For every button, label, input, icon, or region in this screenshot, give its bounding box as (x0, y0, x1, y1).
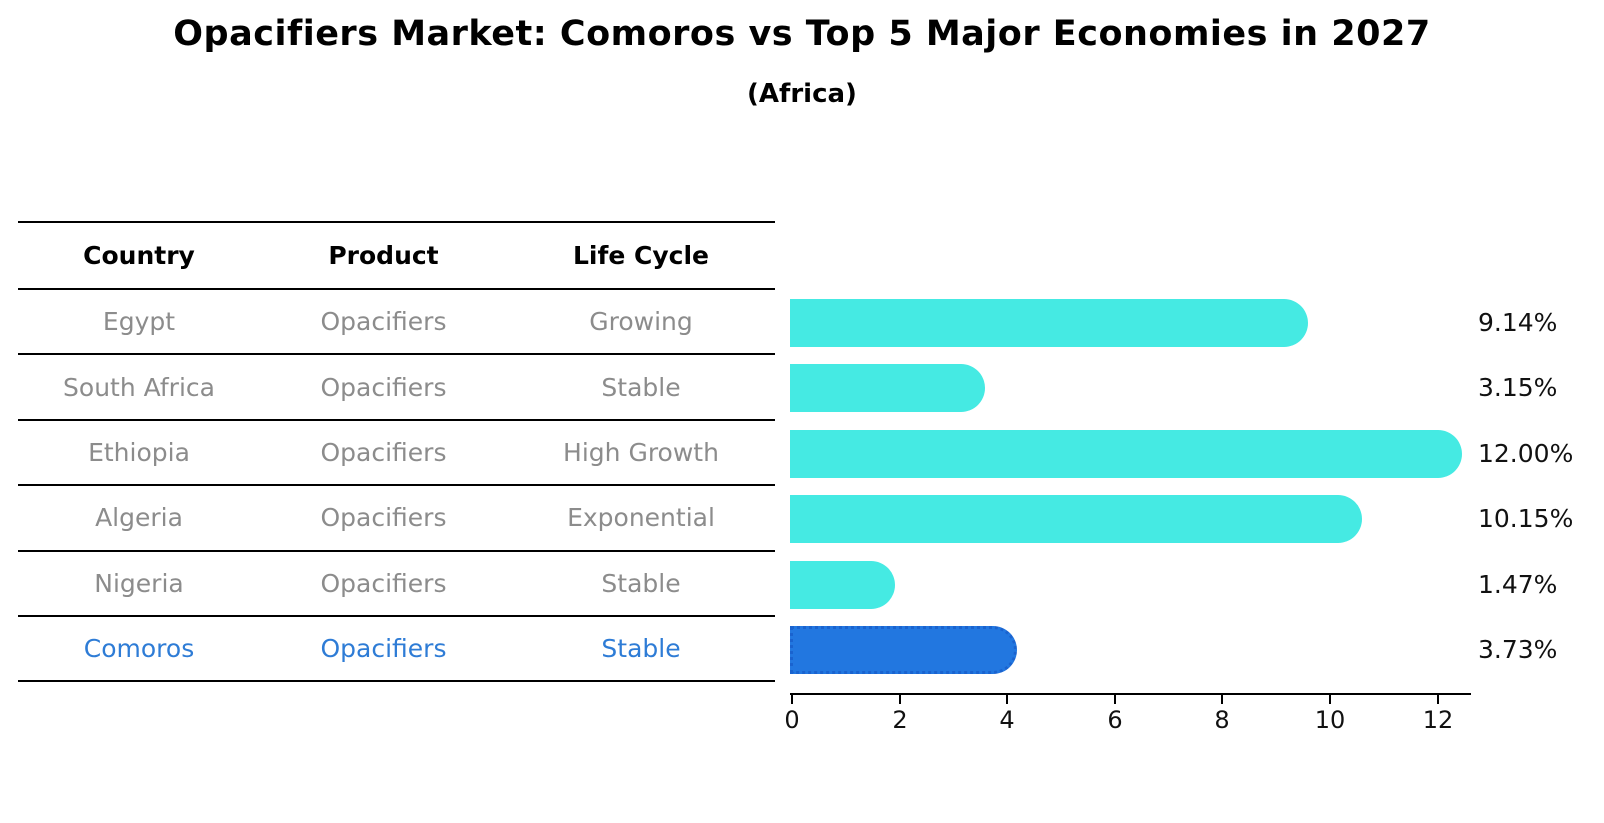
table-row: South Africa Opacifiers Stable (18, 355, 775, 421)
cell-product: Opacifiers (320, 437, 447, 467)
table-header-row: Country Product Life Cycle (18, 223, 775, 290)
x-tick-label: 8 (1214, 706, 1230, 734)
cell-product: Opacifiers (320, 503, 447, 533)
cell-country: Algeria (95, 503, 183, 533)
cell-country: Nigeria (94, 568, 184, 598)
cell-life-cycle: High Growth (563, 437, 719, 467)
bar-south-africa (790, 364, 985, 412)
table-row: Egypt Opacifiers Growing (18, 290, 775, 356)
cell-country: Comoros (83, 634, 195, 664)
cell-life-cycle: Stable (601, 372, 681, 402)
cell-product: Opacifiers (320, 568, 447, 598)
x-tick-label: 4 (999, 706, 1015, 734)
bar-algeria (790, 495, 1362, 543)
cell-life-cycle: Stable (601, 568, 681, 598)
page-subtitle: (Africa) (747, 79, 857, 109)
page-title: Opacifiers Market: Comoros vs Top 5 Majo… (173, 14, 1431, 54)
header-cell-life-cycle: Life Cycle (572, 241, 710, 270)
bar-ethiopia (790, 430, 1462, 478)
x-tick (791, 695, 793, 704)
table-row: Ethiopia Opacifiers High Growth (18, 421, 775, 487)
x-tick-label: 0 (784, 706, 800, 734)
cell-life-cycle: Growing (589, 307, 693, 337)
cell-country: Egypt (102, 307, 176, 337)
table-row: Nigeria Opacifiers Stable (18, 552, 775, 617)
cell-life-cycle: Stable (601, 634, 681, 664)
cell-product: Opacifiers (320, 307, 447, 337)
data-table: Country Product Life Cycle Egypt Opacifi… (18, 221, 775, 683)
bar-nigeria (790, 561, 895, 609)
cell-country: Ethiopia (88, 437, 190, 467)
x-tick (1329, 695, 1331, 704)
x-tick-label: 12 (1422, 706, 1454, 734)
x-tick-label: 10 (1314, 706, 1346, 734)
value-label-south-africa: 3.15% (1478, 373, 1558, 402)
x-tick (1221, 695, 1223, 704)
header-cell-country: Country (83, 241, 195, 270)
cell-country: South Africa (63, 372, 215, 402)
x-tick (899, 695, 901, 704)
x-tick (1437, 695, 1439, 704)
value-label-algeria: 10.15% (1478, 504, 1574, 533)
cell-product: Opacifiers (320, 634, 447, 664)
x-tick-label: 2 (892, 706, 908, 734)
x-tick (1006, 695, 1008, 704)
bar-egypt (790, 299, 1308, 347)
value-label-egypt: 9.14% (1478, 308, 1558, 337)
x-axis-line (790, 693, 1471, 695)
value-label-comoros: 3.73% (1478, 635, 1558, 664)
x-tick-label: 6 (1107, 706, 1123, 734)
cell-life-cycle: Exponential (567, 503, 715, 533)
bar-comoros (790, 626, 1017, 674)
x-tick (1114, 695, 1116, 704)
table-row: Algeria Opacifiers Exponential (18, 486, 775, 552)
value-label-nigeria: 1.47% (1478, 570, 1558, 599)
table-row-comoros: Comoros Opacifiers Stable (18, 617, 775, 683)
cell-product: Opacifiers (320, 372, 447, 402)
value-label-ethiopia: 12.00% (1478, 439, 1574, 468)
header-cell-product: Product (328, 241, 439, 270)
